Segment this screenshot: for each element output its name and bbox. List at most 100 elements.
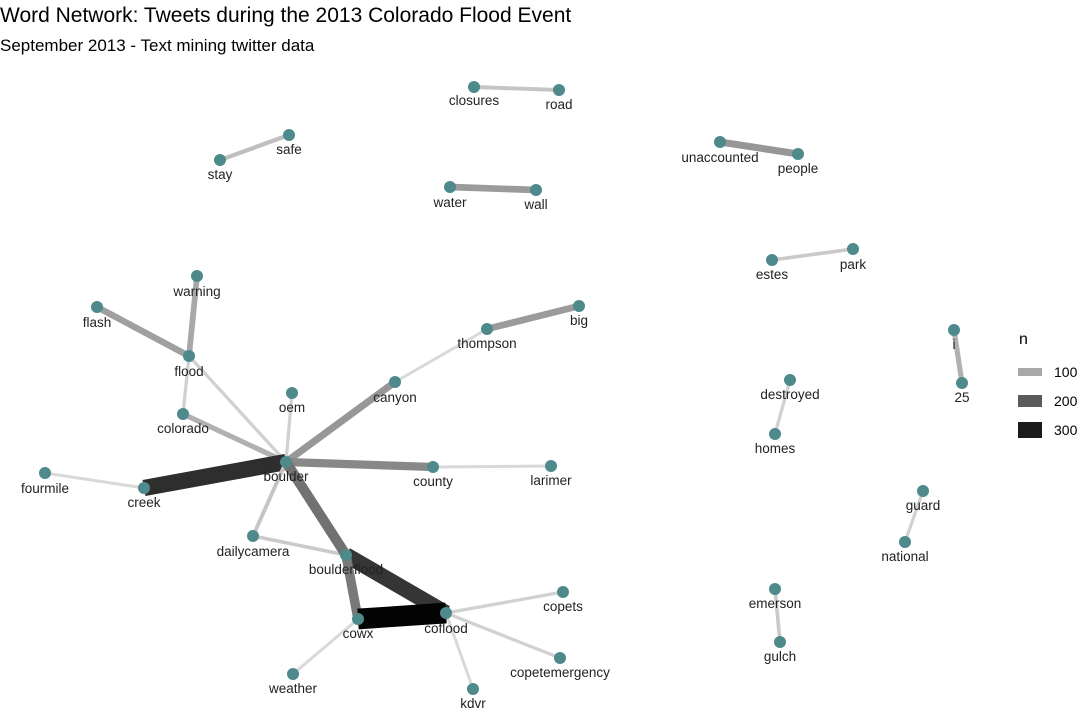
node-label-boulderflood: boulderflood (309, 562, 383, 577)
node-road (553, 84, 565, 96)
edge-water-wall (449, 183, 537, 194)
node-label-safe: safe (276, 142, 302, 157)
legend-entry: 200 (1018, 386, 1080, 415)
node-label-thompson: thompson (457, 336, 516, 351)
node-label-flood: flood (174, 364, 203, 379)
edge-boulderflood-coflood (342, 548, 450, 620)
edge-i-25 (951, 329, 965, 384)
node-label-county: county (413, 474, 453, 489)
node-thompson (481, 323, 493, 335)
node-county (427, 461, 439, 473)
node-label-stay: stay (208, 167, 233, 182)
edge-coflood-copetemergency (445, 611, 561, 660)
node-label-larimer: larimer (530, 473, 572, 488)
node-label-national: national (881, 549, 928, 564)
edge-boulderflood-cowx (341, 554, 363, 620)
node-label-copets: copets (543, 599, 583, 614)
node-label-colorado: colorado (157, 421, 209, 436)
node-label-wall: wall (523, 197, 547, 212)
node-label-creek: creek (127, 495, 160, 510)
node-wall (530, 184, 542, 196)
edge-fourmile-creek (44, 471, 145, 490)
node-label-emerson: emerson (749, 596, 802, 611)
node-label-road: road (545, 97, 572, 112)
legend-entry-label: 300 (1054, 421, 1078, 438)
node-label-big: big (570, 313, 588, 328)
edge-weight-legend: n 100 200 300 (1018, 331, 1080, 444)
node-label-water: water (432, 195, 467, 210)
node-label-coflood: coflood (424, 621, 468, 636)
edge-unaccounted-people (719, 138, 799, 158)
node-unaccounted (714, 136, 726, 148)
edge-canyon-boulder (283, 379, 398, 465)
edge-colorado-boulder (181, 411, 288, 465)
node-weather (287, 668, 299, 680)
node-flood (183, 350, 195, 362)
edge-oem-boulder (284, 392, 294, 463)
node-label-fourmile: fourmile (21, 481, 69, 496)
node-label-estes: estes (756, 267, 789, 282)
edge-closures-road (473, 85, 560, 92)
edge-coflood-copets (445, 590, 564, 615)
node-warning (191, 270, 203, 282)
edge-stay-safe (219, 133, 290, 162)
node-destroyed (784, 374, 796, 386)
node-label-oem: oem (279, 400, 305, 415)
chart-subtitle: September 2013 - Text mining twitter dat… (0, 36, 315, 55)
node-larimer (545, 460, 557, 472)
node-flash (91, 301, 103, 313)
node-dailycamera (247, 530, 259, 542)
edge-flood-colorado (181, 355, 191, 415)
node-people (792, 148, 804, 160)
legend-entry-label: 100 (1054, 363, 1078, 380)
node-label-dailycamera: dailycamera (217, 544, 290, 559)
node-coflood (440, 607, 452, 619)
legend-key-swatch (1018, 367, 1042, 376)
node-label-25: 25 (954, 390, 969, 405)
edge-cowx-coflood (357, 602, 447, 630)
node-stay (214, 154, 226, 166)
nodes-layer (39, 81, 968, 695)
node-label-flash: flash (83, 315, 112, 330)
edge-cowx-weather (292, 617, 359, 676)
node-fourmile (39, 467, 51, 479)
node-kdvr (467, 683, 479, 695)
node-i (948, 324, 960, 336)
node-gulch (774, 636, 786, 648)
node-creek (138, 482, 150, 494)
legend-key-swatch (1018, 394, 1042, 407)
node-label-kdvr: kdvr (460, 696, 486, 711)
node-oem (286, 387, 298, 399)
node-label-canyon: canyon (373, 390, 417, 405)
legend-entry: 100 (1018, 357, 1080, 386)
node-emerson (769, 583, 781, 595)
node-label-boulder: boulder (263, 469, 309, 484)
node-big (573, 300, 585, 312)
edge-flash-flood (95, 304, 191, 359)
edge-thompson-canyon (394, 327, 488, 384)
node-copets (557, 586, 569, 598)
chart-title: Word Network: Tweets during the 2013 Col… (0, 4, 572, 27)
node-label-gulch: gulch (764, 649, 796, 664)
legend-key-swatch (1018, 421, 1042, 438)
node-25 (956, 377, 968, 389)
edge-emerson-gulch (773, 588, 782, 643)
edge-flood-boulder (187, 354, 288, 464)
edge-dailycamera-boulder (251, 461, 288, 537)
labels-layer: closures road safe stay unaccounted people wat… (21, 93, 970, 711)
legend-entry: 300 (1018, 415, 1080, 444)
node-cowx (352, 613, 364, 625)
edge-coflood-kdvr (444, 612, 475, 690)
legend-title: n (1019, 331, 1028, 348)
node-boulder (280, 456, 292, 468)
edge-warning-flood (186, 275, 200, 357)
legend-entry-label: 200 (1054, 392, 1078, 409)
node-label-weather: weather (268, 681, 318, 696)
edge-thompson-big (486, 302, 580, 333)
node-canyon (389, 376, 401, 388)
node-guard (917, 485, 929, 497)
node-boulderflood (340, 549, 352, 561)
node-national (899, 536, 911, 548)
node-water (444, 181, 456, 193)
edge-guard-national (903, 490, 925, 543)
